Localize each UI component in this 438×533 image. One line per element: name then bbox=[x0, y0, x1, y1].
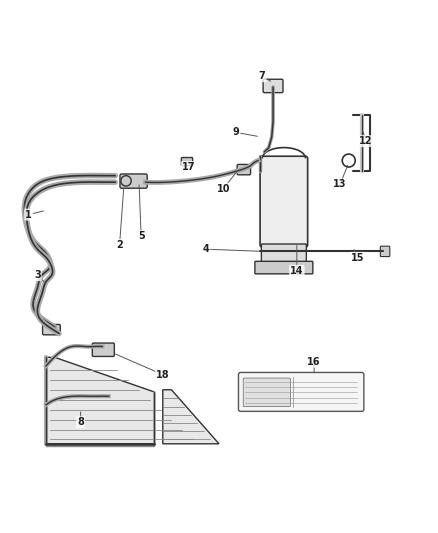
Text: 10: 10 bbox=[216, 184, 230, 193]
Text: 15: 15 bbox=[351, 253, 364, 263]
FancyBboxPatch shape bbox=[261, 244, 306, 263]
FancyBboxPatch shape bbox=[92, 343, 114, 357]
FancyBboxPatch shape bbox=[181, 158, 193, 166]
Text: 8: 8 bbox=[77, 417, 84, 427]
FancyBboxPatch shape bbox=[263, 79, 283, 93]
Text: 17: 17 bbox=[182, 162, 195, 172]
Text: 5: 5 bbox=[138, 231, 145, 241]
FancyBboxPatch shape bbox=[243, 378, 290, 407]
Text: 18: 18 bbox=[156, 369, 170, 379]
Text: 7: 7 bbox=[259, 71, 265, 81]
Text: 16: 16 bbox=[307, 357, 321, 367]
Text: 9: 9 bbox=[233, 127, 240, 138]
FancyBboxPatch shape bbox=[42, 325, 60, 335]
FancyBboxPatch shape bbox=[120, 174, 147, 188]
Text: 1: 1 bbox=[25, 209, 32, 220]
FancyBboxPatch shape bbox=[255, 261, 313, 274]
Text: 12: 12 bbox=[359, 136, 373, 146]
Text: 3: 3 bbox=[34, 270, 41, 280]
FancyBboxPatch shape bbox=[380, 246, 390, 256]
Polygon shape bbox=[46, 357, 154, 444]
Text: 13: 13 bbox=[333, 179, 347, 189]
FancyBboxPatch shape bbox=[238, 373, 364, 411]
FancyBboxPatch shape bbox=[237, 165, 251, 175]
Text: 14: 14 bbox=[290, 266, 304, 276]
Polygon shape bbox=[163, 390, 219, 444]
Text: 2: 2 bbox=[116, 240, 123, 250]
Text: 4: 4 bbox=[203, 244, 209, 254]
FancyBboxPatch shape bbox=[260, 156, 307, 247]
